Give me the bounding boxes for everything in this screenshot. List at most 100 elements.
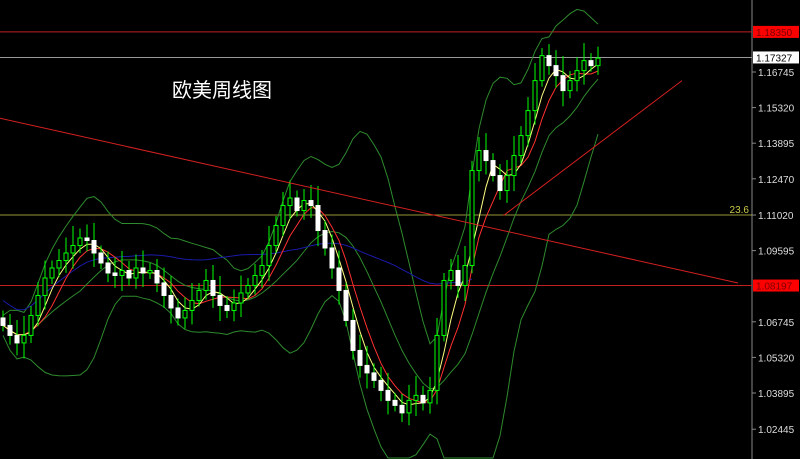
candle-body <box>42 277 48 296</box>
price-label-box <box>753 51 799 64</box>
candle-body <box>126 269 132 279</box>
trendline <box>0 117 739 284</box>
chart-title: 欧美周线图 <box>172 78 272 102</box>
candle-body <box>469 170 475 266</box>
ma-slow <box>2 242 473 311</box>
price-label: 1.17327 <box>756 53 793 64</box>
candle-body <box>392 399 398 406</box>
candle-body <box>238 292 244 304</box>
candle-body <box>287 197 293 207</box>
candle-body <box>497 175 503 192</box>
candle-body <box>112 272 118 276</box>
candle-body <box>595 57 601 67</box>
candle-body <box>567 80 573 92</box>
ma-fast <box>2 63 599 406</box>
candle-body <box>182 309 188 319</box>
candle-body <box>539 55 545 82</box>
candle-body <box>441 279 447 336</box>
candle-body <box>378 379 384 391</box>
bollinger-middle <box>2 78 599 390</box>
candle-body <box>21 334 27 344</box>
candle-body <box>322 230 328 249</box>
ma-mid <box>2 70 599 404</box>
candle-body <box>231 302 237 311</box>
candle-body <box>140 267 146 274</box>
candle-body <box>504 175 510 192</box>
candle-body <box>336 267 342 291</box>
candle-body <box>63 252 69 261</box>
candle-body <box>56 259 62 269</box>
candle-body <box>483 150 489 162</box>
bollinger-upper <box>2 8 599 345</box>
candle-body <box>553 65 559 77</box>
fib-level-label: 23.6 <box>730 205 750 216</box>
candle-body <box>189 299 195 311</box>
candle-body <box>308 200 314 207</box>
candle-body <box>294 197 300 212</box>
price-label-box <box>753 279 799 292</box>
candle-body <box>350 319 356 351</box>
price-label: 1.18350 <box>756 28 793 39</box>
candle-body <box>329 247 335 269</box>
candle-body <box>259 264 265 276</box>
candle-body <box>203 279 209 291</box>
y-tick-label: 1.06745 <box>758 318 795 329</box>
candle-body <box>427 389 433 404</box>
candle-body <box>154 269 160 284</box>
candle-body <box>357 349 363 366</box>
candle-body <box>91 239 97 254</box>
candle-body <box>84 237 90 241</box>
candle-body <box>7 324 13 336</box>
candle-body <box>343 289 349 321</box>
y-tick-label: 1.02445 <box>758 425 795 436</box>
y-tick-label: 1.03895 <box>758 389 795 400</box>
candle-body <box>420 394 426 404</box>
candle-body <box>525 110 531 137</box>
candle-body <box>315 205 321 232</box>
candle-body <box>77 237 83 246</box>
candle-body <box>588 60 594 67</box>
candle-body <box>14 334 20 344</box>
candle-body <box>455 269 461 286</box>
candle-body <box>266 244 272 266</box>
candle-body <box>546 55 552 67</box>
y-tick-label: 1.12470 <box>758 175 795 186</box>
candle-body <box>476 150 482 172</box>
candle-body <box>147 269 153 274</box>
y-tick-label: 1.05320 <box>758 353 795 364</box>
candle-body <box>371 372 377 381</box>
candle-body <box>217 294 223 306</box>
candle-body <box>385 389 391 401</box>
candle-body <box>581 60 587 72</box>
candle-body <box>511 155 517 177</box>
candle-body <box>196 289 202 301</box>
candle-body <box>364 364 370 374</box>
y-tick-label: 1.16745 <box>758 68 795 79</box>
candle-body <box>210 279 216 296</box>
candle-body <box>448 269 454 281</box>
price-label: 1.08197 <box>756 282 793 293</box>
trendline <box>503 80 683 216</box>
bollinger-lower <box>2 134 599 459</box>
candle-body <box>98 252 104 264</box>
candle-body <box>462 264 468 286</box>
candle-body <box>413 394 419 401</box>
candle-body <box>0 317 6 326</box>
candle-body <box>245 284 251 294</box>
y-tick-label: 1.13895 <box>758 139 795 150</box>
candle-body <box>574 70 580 82</box>
candle-body <box>399 404 405 414</box>
price-label-box <box>753 25 799 38</box>
candle-body <box>490 160 496 177</box>
candle-body <box>406 399 412 414</box>
candle-body <box>70 244 76 254</box>
candle-body <box>224 304 230 311</box>
candle-body <box>560 75 566 92</box>
candle-body <box>518 135 524 157</box>
candle-body <box>161 282 167 296</box>
candle-body <box>105 262 111 274</box>
candle-body <box>532 80 538 112</box>
candle-body <box>28 314 34 336</box>
